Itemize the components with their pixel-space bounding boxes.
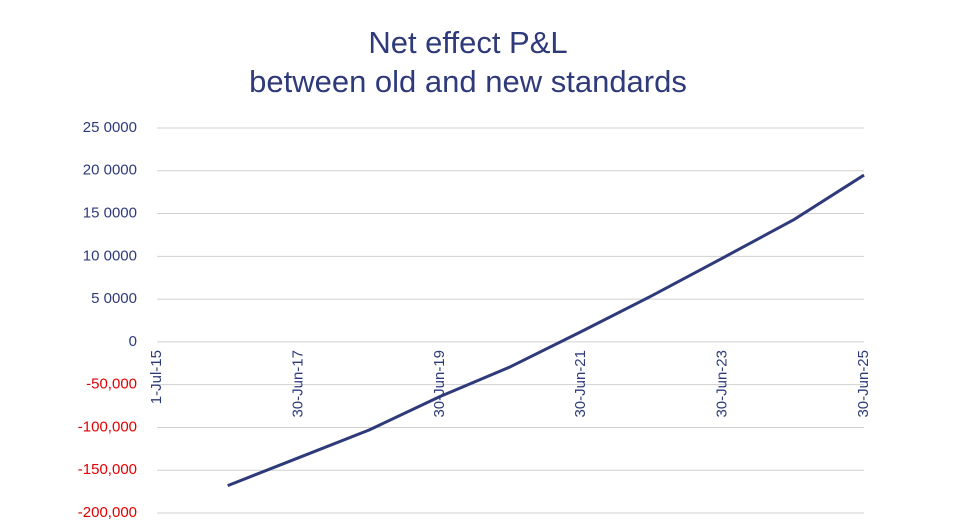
x-tick-label: 1-Jul-15	[148, 350, 165, 404]
y-tick-label: -50,000	[86, 376, 137, 393]
chart-title: between old and new standards	[249, 64, 687, 99]
y-tick-label: 15 0000	[83, 205, 137, 222]
y-tick-label: -150,000	[78, 461, 137, 478]
chart-title: Net effect P&L	[368, 25, 567, 60]
y-tick-label: 10 0000	[83, 247, 137, 264]
y-tick-label: 25 0000	[83, 119, 137, 136]
x-tick-label: 30-Jun-25	[855, 350, 872, 418]
y-tick-label: 20 0000	[83, 162, 137, 179]
x-tick-label: 30-Jun-19	[431, 350, 448, 418]
y-tick-label: 0	[129, 333, 137, 350]
y-tick-label: -200,000	[78, 504, 137, 521]
line	[227, 173, 865, 488]
x-tick-label: 30-Jun-17	[289, 350, 306, 418]
y-tick-label: -100,000	[78, 418, 137, 435]
y-tick-label: 5 0000	[91, 290, 137, 307]
x-tick-label: 30-Jun-23	[714, 350, 731, 418]
x-tick-label: 30-Jun-21	[572, 350, 589, 418]
